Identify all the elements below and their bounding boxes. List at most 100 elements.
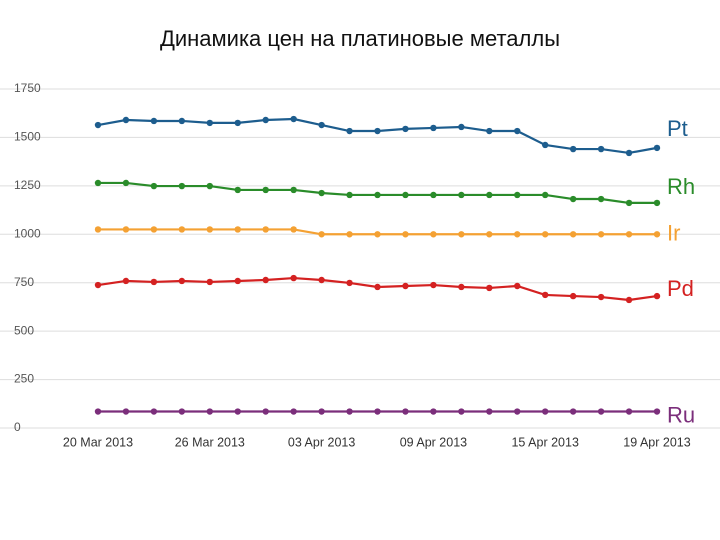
data-point [597,145,605,153]
x-tick-label: 26 Mar 2013 [175,435,245,449]
data-point [402,191,409,199]
data-point [290,408,297,415]
data-point [290,115,297,123]
data-point [653,408,661,415]
data-point [653,144,661,152]
series-label: Ru [667,402,695,427]
data-point [206,182,213,190]
data-point [374,408,381,415]
data-point [178,277,186,285]
data-point [318,276,325,284]
data-point [290,186,297,194]
data-point [374,127,381,135]
data-point [430,124,437,132]
data-point [542,408,549,415]
data-point [346,408,353,415]
data-point [318,231,325,238]
data-point [569,195,577,203]
data-point [542,231,549,238]
data-point [262,116,269,124]
data-point [94,179,102,187]
data-point [458,231,465,238]
data-point [430,281,437,289]
data-point [625,149,633,157]
data-point [374,231,381,238]
data-point [486,127,493,135]
data-point [486,284,493,292]
data-point [122,116,130,124]
x-tick-label: 03 Apr 2013 [288,435,355,449]
data-point [597,408,605,415]
data-point [122,179,130,187]
data-point [290,274,297,282]
data-point [262,186,269,194]
data-point [234,226,241,233]
data-point [318,408,325,415]
data-point [206,408,213,415]
data-point [122,408,130,415]
data-point [625,408,633,415]
y-tick-label: 0 [14,420,21,434]
data-point [653,292,661,300]
data-point [430,231,437,238]
data-point [458,408,465,415]
data-point [486,191,493,199]
data-point [458,283,465,291]
data-point [94,121,102,129]
data-point [122,277,130,285]
data-point [597,293,605,301]
y-tick-label: 750 [14,275,34,289]
data-point [514,191,521,199]
data-point [653,199,661,207]
data-point [150,278,158,286]
y-tick-label: 1500 [14,130,41,144]
data-point [514,231,521,238]
data-point [206,119,213,127]
data-point [150,408,158,415]
data-point [94,408,102,415]
data-point [234,119,241,127]
data-point [150,117,158,125]
chart-title: Динамика цен на платиновые металлы [160,26,560,51]
data-point [430,408,437,415]
data-point [150,182,158,190]
data-point [290,226,297,233]
data-point [569,408,577,415]
data-point [346,279,353,287]
x-tick-label: 09 Apr 2013 [400,435,467,449]
data-point [206,226,213,233]
data-point [542,191,549,199]
data-point [542,291,549,299]
data-point [206,278,213,286]
data-point [346,191,353,199]
y-tick-label: 1250 [14,178,41,192]
data-point [514,127,521,135]
data-point [150,226,158,233]
data-point [486,408,493,415]
data-point [346,231,353,238]
data-point [458,191,465,199]
data-point [625,199,633,207]
data-point [122,226,130,233]
data-point [458,123,465,131]
series-label: Ir [667,220,680,245]
x-tick-label: 19 Apr 2013 [623,435,690,449]
data-point [597,231,605,238]
data-point [430,191,437,199]
series-label: Rh [667,174,695,199]
data-point [346,127,353,135]
data-point [178,226,186,233]
data-point [234,408,241,415]
data-point [234,186,241,194]
data-point [234,277,241,285]
data-point [402,231,409,238]
data-point [514,282,521,290]
data-point [625,296,633,304]
data-point [569,292,577,300]
data-point [597,195,605,203]
data-point [262,226,269,233]
y-tick-label: 250 [14,372,34,386]
data-point [402,408,409,415]
data-point [374,283,381,291]
